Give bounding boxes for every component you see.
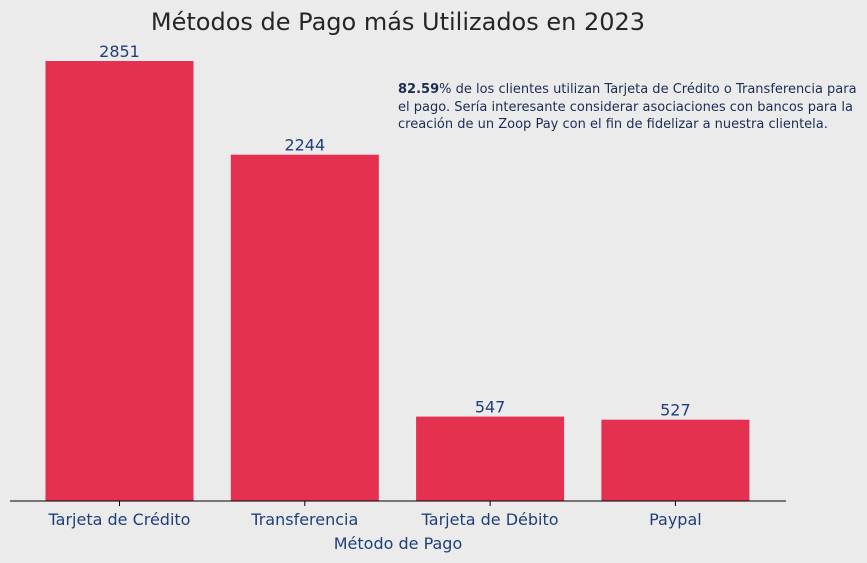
x-tick-label: Transferencia	[250, 510, 358, 529]
bar-value-label: 527	[660, 401, 691, 420]
bar-value-label: 547	[475, 398, 506, 417]
bar-2	[416, 416, 565, 501]
bar-0	[45, 61, 194, 501]
x-tick-label: Tarjeta de Débito	[421, 510, 559, 529]
annotation-text: 82.59% de los clientes utilizan Tarjeta …	[398, 81, 860, 134]
bar-value-label: 2851	[99, 42, 140, 61]
bar-value-label: 2244	[284, 136, 325, 155]
bar-1	[230, 154, 379, 501]
bar-3	[601, 419, 750, 501]
bars-group: 2851 2244 547 527	[45, 42, 750, 501]
x-tick-label: Tarjeta de Crédito	[48, 510, 191, 529]
x-axis-label: Método de Pago	[334, 534, 463, 553]
chart-title: Métodos de Pago más Utilizados en 2023	[151, 8, 645, 36]
annotation-body: % de los clientes utilizan Tarjeta de Cr…	[398, 82, 857, 132]
x-tick-label: Paypal	[649, 510, 702, 529]
annotation-highlight: 82.59	[398, 82, 440, 97]
x-ticks-group: Tarjeta de Crédito Transferencia Tarjeta d…	[48, 501, 702, 529]
